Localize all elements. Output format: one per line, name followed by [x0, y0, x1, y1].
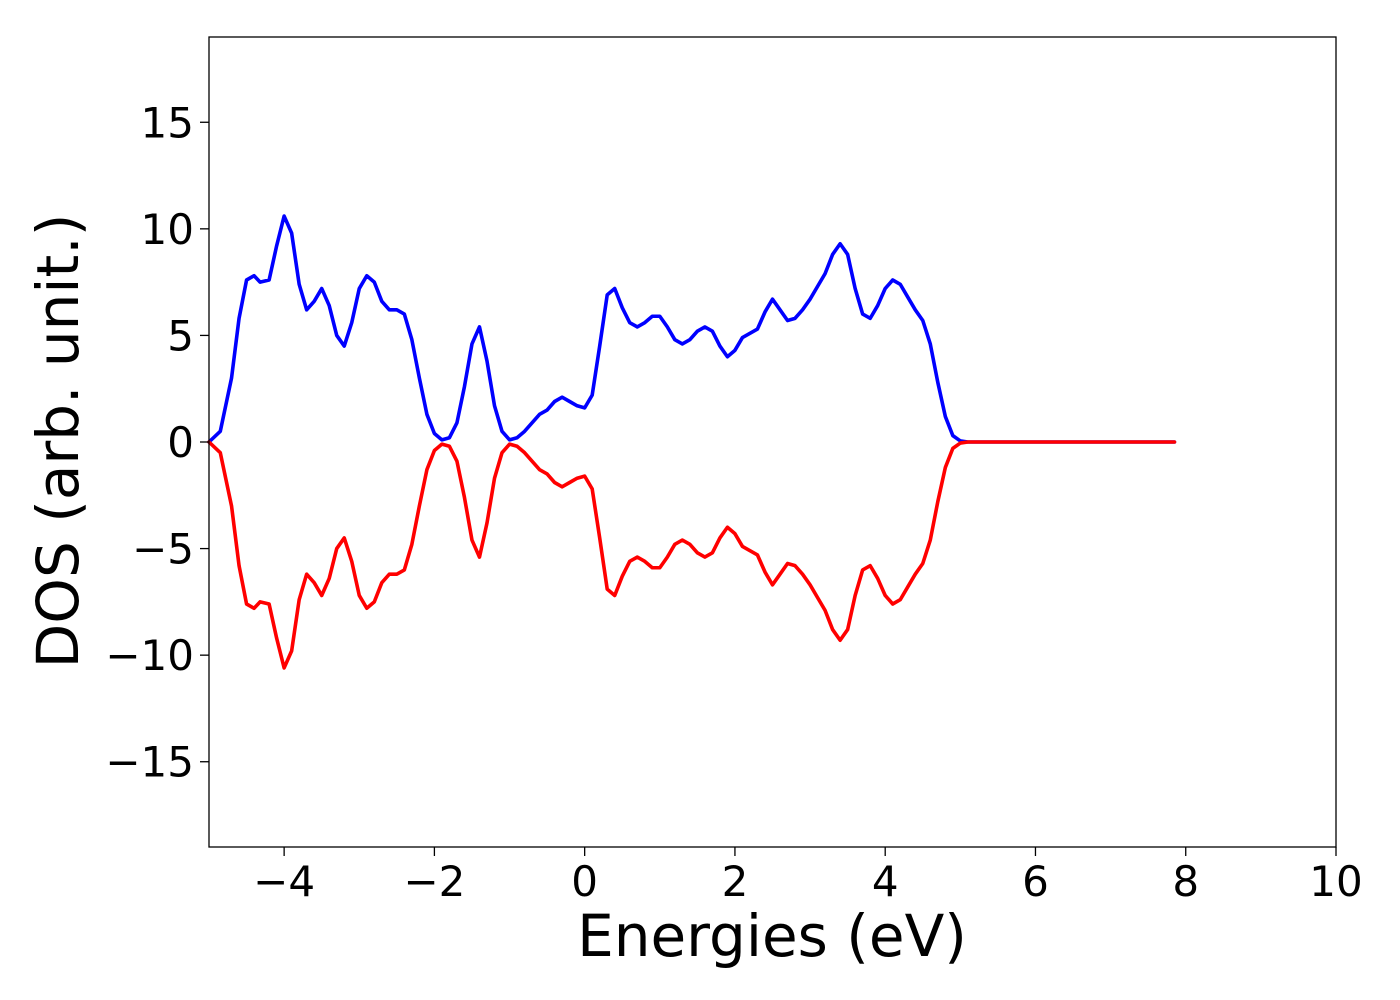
x-tick-label: −2	[403, 857, 465, 906]
y-tick-label: 10	[141, 205, 194, 254]
plot-frame	[208, 36, 1337, 848]
x-tick-label: −4	[253, 857, 315, 906]
x-tick-label: 4	[872, 857, 899, 906]
x-axis-ticks: −4 −2 0 2 4 6 8 10	[253, 847, 1363, 906]
y-tick-label: 15	[141, 98, 194, 147]
y-tick-label: −5	[132, 525, 194, 574]
y-tick-label: −15	[105, 738, 194, 787]
x-tick-label: 2	[722, 857, 749, 906]
x-tick-label: 0	[571, 857, 598, 906]
series-line-0	[207, 214, 1177, 444]
x-axis-label: Energies (eV)	[577, 902, 967, 970]
x-tick-label: 8	[1172, 857, 1199, 906]
y-tick-label: 0	[167, 418, 194, 467]
series-layer	[207, 214, 1177, 670]
y-tick-label: −10	[105, 631, 194, 680]
y-axis-label: DOS (arb. unit.)	[24, 214, 92, 669]
series-line-1	[207, 440, 1177, 670]
x-tick-label: 6	[1022, 857, 1049, 906]
y-tick-label: 5	[167, 311, 194, 360]
x-tick-label: 10	[1309, 857, 1362, 906]
y-axis-ticks: 15 10 5 0 −5 −10 −15	[105, 98, 209, 787]
